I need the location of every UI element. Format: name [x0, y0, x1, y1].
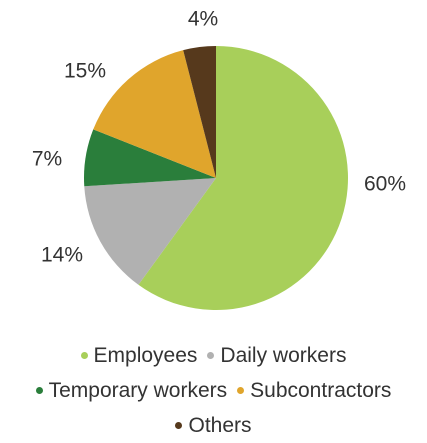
legend-label: Temporary workers: [48, 378, 228, 402]
pie-slice: [138, 46, 348, 310]
legend-marker: [175, 422, 183, 429]
legend-label: Daily workers: [220, 343, 347, 367]
data-label: 4%: [188, 8, 218, 31]
legend-item: Daily workers: [207, 344, 346, 368]
pie-slice: [84, 129, 216, 187]
data-label: 14%: [41, 244, 83, 267]
legend-item: Temporary workers: [35, 378, 228, 403]
pie-slice: [183, 46, 216, 178]
pie-area: 60% 14% 7% 15% 4%: [32, 8, 406, 310]
legend-row: Temporary workers Subcontractors: [0, 373, 427, 408]
legend-row: Others: [0, 408, 427, 443]
legend-label: Subcontractors: [250, 378, 392, 402]
data-label: 7%: [32, 148, 62, 171]
pie-slice: [84, 178, 217, 285]
legend-marker: [207, 352, 215, 359]
legend-item: Employees: [80, 343, 198, 368]
legend-row: Employees Daily workers: [0, 338, 427, 373]
legend-marker: [237, 387, 245, 394]
legend-item: Others: [175, 413, 252, 438]
data-label: 60%: [364, 173, 406, 196]
legend: Employees Daily workers Temporary workers S…: [0, 338, 427, 443]
legend-label: Employees: [93, 343, 198, 367]
pie-slice: [93, 50, 216, 179]
legend-label: Others: [188, 413, 252, 437]
legend-marker: [80, 352, 88, 359]
legend-marker: [35, 387, 43, 394]
data-label: 15%: [64, 60, 106, 83]
legend-item: Subcontractors: [237, 379, 391, 403]
